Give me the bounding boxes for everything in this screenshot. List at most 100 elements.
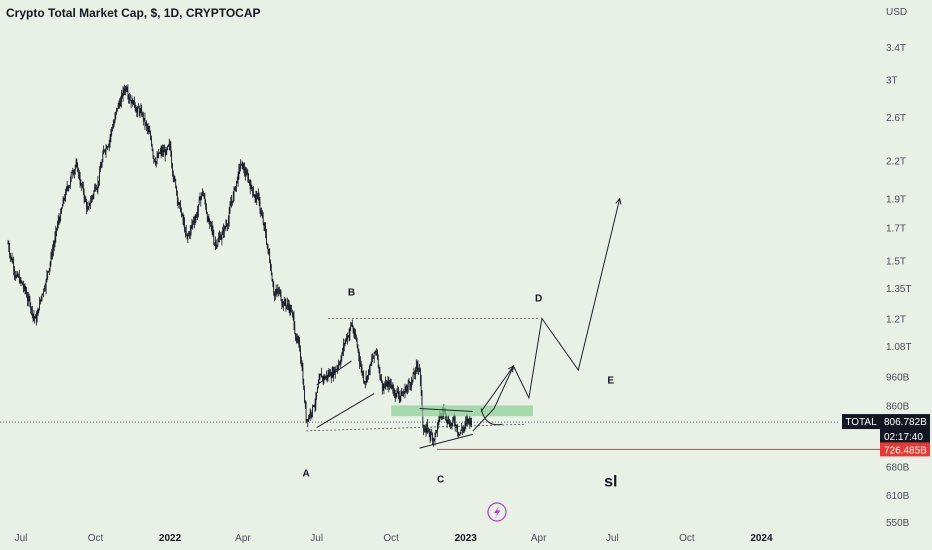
chart-title: Crypto Total Market Cap, $, 1D, CRYPTOCA… bbox=[6, 6, 261, 20]
candle-body bbox=[69, 185, 70, 188]
triangle-line[interactable] bbox=[419, 407, 474, 413]
candle-body bbox=[72, 172, 74, 174]
candle-body bbox=[458, 434, 460, 435]
candle-body bbox=[77, 163, 79, 172]
candle-body bbox=[231, 200, 232, 204]
candle-body bbox=[18, 275, 20, 283]
candle-body bbox=[241, 162, 243, 164]
candle-body bbox=[111, 128, 113, 132]
candle-body bbox=[239, 167, 241, 169]
candle-body bbox=[31, 308, 33, 315]
candle-body bbox=[343, 344, 345, 345]
y-tick-label: 860B bbox=[886, 401, 910, 412]
candle-body bbox=[411, 382, 412, 387]
candle-body bbox=[428, 429, 430, 433]
y-tick-label: 2.6T bbox=[886, 113, 906, 124]
candle-body bbox=[459, 433, 461, 435]
candle-body bbox=[318, 378, 320, 384]
candle-body bbox=[377, 352, 378, 359]
support-dotted-line[interactable] bbox=[306, 423, 525, 432]
candle-body bbox=[387, 381, 389, 385]
candle-body bbox=[263, 223, 265, 225]
candle-body bbox=[304, 401, 306, 408]
candle-body bbox=[80, 183, 82, 185]
candle-body bbox=[329, 372, 330, 375]
candle-body bbox=[465, 421, 467, 424]
candle-body bbox=[283, 301, 285, 306]
candle-body bbox=[267, 248, 269, 250]
candle-body bbox=[325, 377, 326, 379]
candle-body bbox=[412, 373, 414, 380]
candle-body bbox=[249, 183, 251, 189]
candle-body bbox=[46, 274, 48, 281]
candle-body bbox=[179, 202, 181, 204]
wave-curve[interactable] bbox=[480, 408, 503, 426]
candle-body bbox=[138, 107, 139, 109]
tradingview-logo-icon[interactable] bbox=[487, 502, 507, 522]
candle-body bbox=[419, 368, 420, 370]
candle-body bbox=[324, 376, 326, 379]
candle-body bbox=[137, 107, 138, 112]
candle-body bbox=[225, 224, 227, 228]
candle-body bbox=[88, 203, 90, 209]
candle-body bbox=[367, 375, 369, 379]
candle-body bbox=[339, 363, 341, 365]
candle-body bbox=[358, 349, 360, 356]
candle-body bbox=[348, 334, 350, 337]
candle-body bbox=[49, 263, 51, 269]
candle-body bbox=[195, 215, 197, 220]
candle-body bbox=[427, 424, 429, 431]
candle-body bbox=[193, 221, 194, 223]
candle-body bbox=[330, 374, 332, 378]
candle-body bbox=[86, 201, 87, 209]
candle-body bbox=[383, 387, 385, 389]
candle-body bbox=[242, 162, 244, 169]
candle-body bbox=[460, 429, 462, 434]
candle-body bbox=[375, 351, 377, 352]
candle-body bbox=[97, 182, 99, 189]
wave-arrow[interactable] bbox=[480, 365, 514, 412]
candle-body bbox=[65, 192, 66, 200]
candle-body bbox=[197, 211, 198, 216]
candle-body bbox=[401, 391, 403, 396]
x-tick-label: Jul bbox=[310, 533, 323, 544]
candle-body bbox=[103, 150, 104, 155]
stop-loss-tag[interactable]: 726.485B bbox=[880, 442, 930, 457]
triangle-line[interactable] bbox=[316, 393, 375, 428]
candle-body bbox=[176, 187, 177, 192]
projection-path[interactable] bbox=[472, 198, 621, 432]
candle-body bbox=[370, 362, 372, 366]
triangle-line[interactable] bbox=[419, 433, 474, 449]
candle-body bbox=[416, 365, 418, 366]
candle-body bbox=[253, 195, 255, 198]
candle-body bbox=[109, 137, 111, 142]
candle-body bbox=[385, 382, 387, 387]
candle-body bbox=[90, 202, 91, 204]
candle-body bbox=[56, 228, 57, 230]
candle-body bbox=[215, 242, 216, 244]
y-tick-label: 960B bbox=[886, 373, 910, 384]
candle-body bbox=[198, 204, 199, 212]
candle-body bbox=[55, 229, 57, 238]
candle-body bbox=[76, 163, 78, 165]
candle-body bbox=[345, 338, 347, 342]
x-tick-label: Apr bbox=[235, 533, 251, 544]
candle-body bbox=[327, 374, 329, 377]
candle-body bbox=[302, 368, 304, 383]
candle-body bbox=[425, 428, 427, 432]
candle-body bbox=[130, 100, 132, 104]
candle-body bbox=[66, 186, 68, 188]
candle-body bbox=[12, 261, 14, 263]
candle-body bbox=[13, 262, 15, 269]
last-price-tag[interactable]: TOTAL 806.782B 02:17:40 bbox=[842, 414, 930, 446]
candle-body bbox=[244, 168, 245, 172]
candle-body bbox=[92, 195, 94, 197]
candle-body bbox=[48, 268, 50, 272]
candle-body bbox=[7, 243, 9, 245]
candle-body bbox=[334, 369, 335, 373]
candle-body bbox=[315, 396, 317, 405]
candle-body bbox=[128, 95, 130, 98]
candle-body bbox=[292, 313, 294, 316]
triangle-line[interactable] bbox=[316, 360, 352, 386]
